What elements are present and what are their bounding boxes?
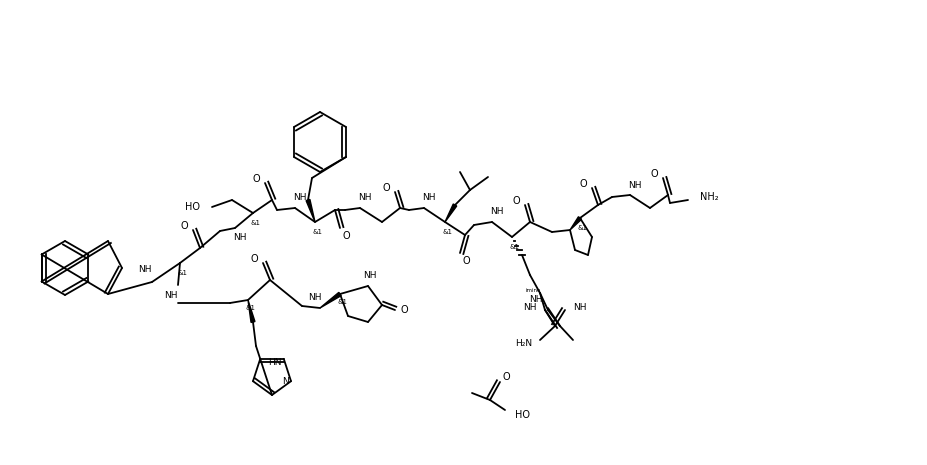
Text: O: O	[579, 179, 587, 189]
Text: &1: &1	[510, 244, 520, 250]
Text: O: O	[343, 231, 350, 241]
Text: NH: NH	[234, 233, 247, 243]
Text: NH: NH	[529, 295, 543, 305]
Text: &1: &1	[313, 229, 323, 235]
Text: NH: NH	[629, 180, 641, 190]
Text: &1: &1	[246, 305, 256, 311]
Polygon shape	[306, 199, 315, 222]
Text: NH: NH	[423, 193, 436, 202]
Text: NH: NH	[573, 304, 587, 312]
Text: NH: NH	[309, 293, 322, 303]
Text: NH: NH	[138, 266, 151, 274]
Text: NH₂: NH₂	[700, 192, 718, 202]
Text: O: O	[401, 305, 409, 315]
Text: NH: NH	[164, 291, 178, 299]
Text: O: O	[382, 183, 390, 193]
Text: NH: NH	[293, 193, 307, 202]
Text: NH: NH	[524, 304, 537, 312]
Text: O: O	[513, 196, 520, 206]
Text: O: O	[250, 254, 258, 264]
Text: O: O	[463, 256, 471, 266]
Text: &1: &1	[443, 229, 453, 235]
Text: HO: HO	[185, 202, 200, 212]
Text: &1: &1	[251, 220, 261, 226]
Text: HN: HN	[268, 359, 282, 367]
Text: NH: NH	[490, 207, 503, 217]
Polygon shape	[570, 217, 581, 230]
Text: HO: HO	[515, 410, 530, 420]
Polygon shape	[445, 204, 457, 222]
Text: NH: NH	[363, 272, 376, 280]
Text: O: O	[252, 174, 260, 184]
Text: imine: imine	[526, 287, 540, 292]
Text: N: N	[282, 377, 289, 385]
Text: O: O	[503, 372, 511, 382]
Text: &1: &1	[338, 299, 348, 305]
Text: H₂N: H₂N	[514, 339, 532, 348]
Text: O: O	[181, 221, 188, 231]
Polygon shape	[320, 292, 341, 308]
Text: &1: &1	[178, 270, 188, 276]
Text: O: O	[651, 169, 658, 179]
Polygon shape	[248, 300, 255, 322]
Text: NH: NH	[358, 193, 372, 202]
Text: &1: &1	[578, 225, 588, 231]
